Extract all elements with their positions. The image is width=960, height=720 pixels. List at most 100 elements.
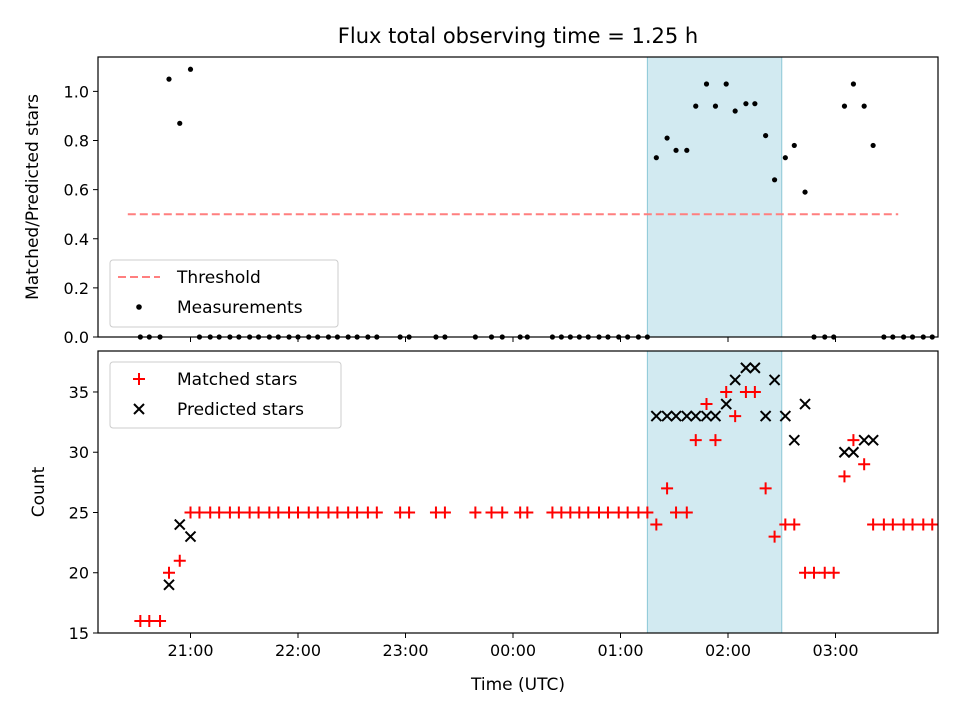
count-panel-frame bbox=[97, 350, 939, 634]
measurement-point bbox=[177, 120, 183, 126]
y-tick-label: 0.6 bbox=[64, 181, 89, 200]
matched-star-point bbox=[521, 506, 534, 519]
matched-star-point bbox=[709, 434, 722, 447]
x-tick-label: 23:00 bbox=[382, 641, 428, 660]
chart-title: Flux total observing time = 1.25 h bbox=[338, 24, 698, 48]
measurement-point bbox=[771, 177, 778, 183]
matched-star-point bbox=[759, 482, 772, 495]
matched-star-point bbox=[403, 506, 416, 519]
matched-star-point bbox=[926, 518, 939, 531]
matched-star-point bbox=[847, 434, 860, 447]
measurement-point bbox=[861, 103, 867, 109]
measurement-point bbox=[763, 132, 769, 139]
matched-star-point bbox=[621, 506, 634, 519]
matched-star-point bbox=[827, 566, 840, 579]
measurement-point bbox=[841, 103, 848, 109]
x-tick-label: 22:00 bbox=[275, 641, 321, 660]
y-tick-label: 0.2 bbox=[64, 279, 89, 298]
measurement-point bbox=[752, 101, 758, 107]
measurement-point bbox=[187, 66, 194, 72]
predicted-star-point bbox=[670, 410, 682, 422]
predicted-star-point bbox=[799, 398, 811, 410]
matched-star-point bbox=[670, 506, 683, 519]
matched-star-point bbox=[788, 518, 801, 531]
predicted-star-point bbox=[788, 434, 800, 446]
x-tick-label: 21:00 bbox=[167, 641, 213, 660]
measurement-point bbox=[732, 108, 738, 114]
predicted-star-point bbox=[690, 410, 702, 422]
ratio-y-axis-label: Matched/Predicted stars bbox=[23, 94, 43, 300]
measurement-point bbox=[166, 76, 172, 82]
matched-star-point bbox=[213, 506, 226, 519]
predicted-star-point bbox=[709, 410, 722, 422]
measurement-point bbox=[802, 189, 808, 195]
matched-star-point bbox=[252, 506, 265, 519]
y-tick-label: 0.0 bbox=[64, 328, 89, 347]
measurement-point bbox=[782, 155, 788, 161]
observing-window-band bbox=[646, 56, 783, 338]
matched-star-point bbox=[700, 398, 713, 411]
matched-star-point bbox=[808, 566, 820, 579]
measurement-point bbox=[743, 101, 749, 107]
measurement-point bbox=[664, 135, 670, 141]
matched-star-point bbox=[292, 506, 304, 519]
y-tick-label: 0.4 bbox=[64, 230, 89, 249]
legend-matched-marker bbox=[133, 373, 145, 385]
matched-star-point bbox=[232, 506, 245, 519]
matched-star-point bbox=[173, 554, 186, 567]
matched-star-point bbox=[154, 614, 167, 627]
predicted-star-point bbox=[838, 446, 851, 458]
predicted-star-point bbox=[759, 410, 772, 422]
matched-star-point bbox=[272, 506, 285, 519]
predicted-star-point bbox=[847, 446, 860, 458]
matched-star-point bbox=[680, 506, 693, 519]
predicted-star-point bbox=[650, 410, 663, 422]
matched-star-point bbox=[650, 518, 663, 531]
ratio-legend: Threshold Measurements bbox=[109, 259, 339, 328]
predicted-star-point bbox=[720, 398, 732, 410]
predicted-star-point bbox=[768, 374, 781, 386]
measurement-point bbox=[684, 147, 690, 153]
measurement-point bbox=[653, 155, 659, 161]
matched-star-point bbox=[496, 506, 509, 519]
y-tick-label: 20 bbox=[69, 564, 89, 583]
matched-star-point bbox=[661, 482, 674, 495]
matched-star-point bbox=[193, 506, 206, 519]
measurement-point bbox=[693, 103, 699, 109]
matched-star-point bbox=[886, 518, 899, 531]
matched-star-point bbox=[641, 506, 654, 519]
ratio-panel: 0.0 0.2 0.4 0.6 0.8 1.0 Matched/Predicted sta… bbox=[23, 56, 939, 347]
count-legend: Matched stars Predicted stars bbox=[109, 361, 342, 429]
legend-threshold-label: Threshold bbox=[176, 268, 261, 288]
predicted-star-point bbox=[681, 410, 693, 422]
matched-star-point bbox=[838, 470, 851, 483]
predicted-star-point bbox=[700, 410, 713, 422]
matched-star-point bbox=[720, 385, 733, 398]
matched-star-point bbox=[689, 434, 702, 447]
predicted-star-point bbox=[163, 579, 175, 591]
matched-star-point bbox=[748, 385, 761, 398]
x-tick-label: 00:00 bbox=[490, 641, 536, 660]
matched-star-point bbox=[906, 518, 919, 531]
legend-predicted-label: Predicted stars bbox=[177, 400, 304, 420]
count-panel: 15 20 25 30 35 21:00 22:00 23:00 00:00 01:00 02:0… bbox=[29, 350, 939, 660]
measurement-point bbox=[870, 142, 876, 149]
measurement-point bbox=[703, 81, 710, 87]
measurement-point bbox=[791, 142, 797, 149]
y-tick-label: 1.0 bbox=[64, 82, 89, 101]
legend-measurements-marker bbox=[136, 304, 142, 310]
matched-star-point bbox=[311, 506, 324, 519]
matched-star-point bbox=[163, 566, 175, 579]
matched-star-point bbox=[729, 410, 742, 423]
matched-star-point bbox=[768, 530, 781, 543]
x-tick-label: 01:00 bbox=[597, 641, 643, 660]
observing-window-band bbox=[646, 350, 783, 634]
x-tick-label: 03:00 bbox=[812, 641, 858, 660]
legend-matched-label: Matched stars bbox=[177, 370, 297, 390]
x-tick-label: 02:00 bbox=[705, 641, 751, 660]
measurement-point bbox=[673, 147, 679, 153]
predicted-star-point bbox=[740, 362, 752, 374]
measurement-point bbox=[723, 81, 729, 87]
y-tick-label: 35 bbox=[69, 383, 89, 402]
